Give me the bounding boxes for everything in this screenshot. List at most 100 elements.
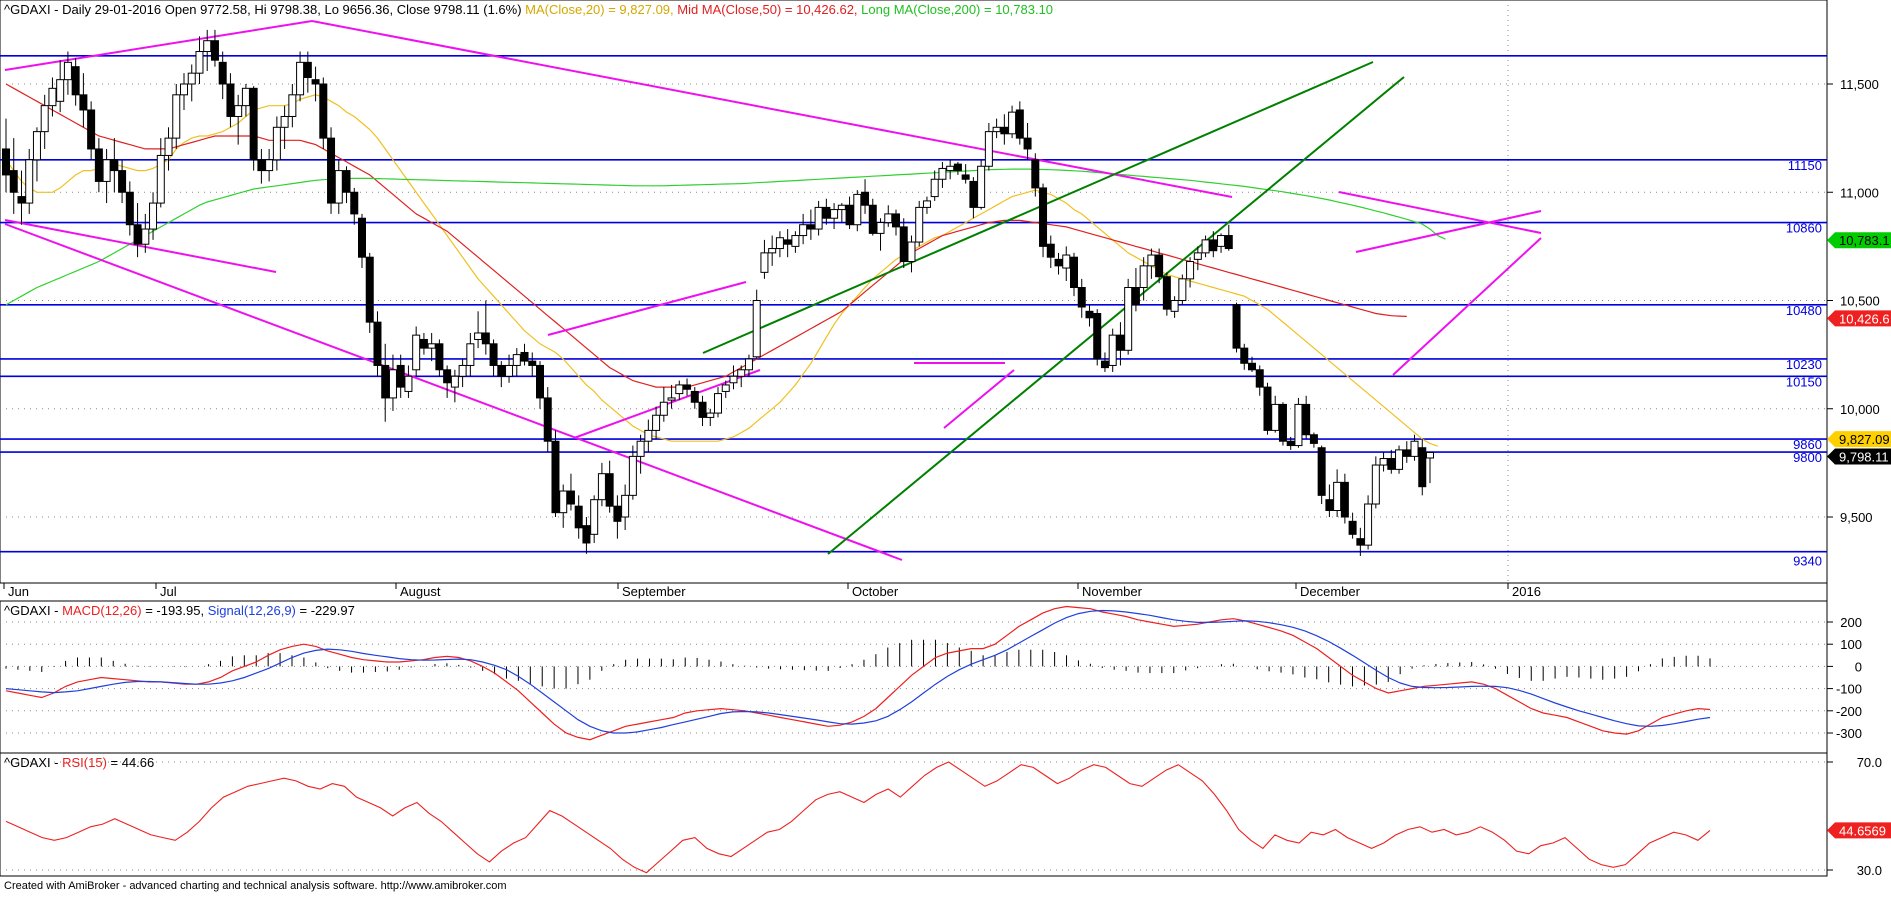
rsi-tick-label: 70.0 xyxy=(1857,755,1882,770)
candle-body xyxy=(1224,235,1233,250)
candle-body xyxy=(837,204,846,211)
level-label: 9800 xyxy=(1793,450,1822,465)
candle-body xyxy=(1108,334,1117,366)
date-tick-label: September xyxy=(622,584,686,599)
candle-body xyxy=(1294,403,1303,447)
header-ma200: Long MA(Close,200) = 10,783.10 xyxy=(858,2,1054,17)
candle-body xyxy=(590,499,599,535)
candle-body xyxy=(1039,187,1048,247)
value-badge: 10,426.6 xyxy=(1827,310,1891,327)
candle-body xyxy=(79,94,88,111)
candle-body xyxy=(582,525,591,544)
candle-body xyxy=(156,154,165,204)
ma-line xyxy=(5,83,1407,388)
candle-body xyxy=(884,213,893,224)
candle-body xyxy=(1139,265,1148,289)
candle-body xyxy=(1015,109,1024,139)
candle-body xyxy=(930,178,939,198)
channel-line[interactable] xyxy=(1355,210,1542,253)
candle-body xyxy=(690,390,699,403)
candle-body xyxy=(1054,258,1063,267)
candle-body xyxy=(574,505,583,529)
candle-body xyxy=(1100,360,1109,369)
candle-body xyxy=(141,228,150,245)
candle-body xyxy=(1031,159,1040,189)
moving-averages xyxy=(5,83,1446,447)
macd-tick-label: 0 xyxy=(1855,659,1862,674)
candle-body xyxy=(1077,287,1086,308)
candle-body xyxy=(164,137,173,156)
candle-body xyxy=(783,239,792,245)
candle-body xyxy=(551,440,560,514)
candle-body xyxy=(520,351,529,362)
candle-body xyxy=(892,213,900,228)
price-tick-label: 10,500 xyxy=(1840,294,1880,309)
channel-line[interactable] xyxy=(1338,191,1542,234)
candle-body xyxy=(566,490,575,505)
trend-line[interactable] xyxy=(702,61,1374,354)
candle-body xyxy=(365,256,374,323)
candle-body xyxy=(71,66,80,96)
channel-line[interactable] xyxy=(547,281,747,336)
channel-line[interactable] xyxy=(1392,237,1542,376)
candle-body xyxy=(946,165,955,172)
candle-body xyxy=(87,109,96,150)
channel-line[interactable] xyxy=(4,20,313,71)
macd-lines xyxy=(5,605,1711,741)
value-badge-label: 44.6569 xyxy=(1839,823,1886,838)
macd-grid: 200 100 0 -100 -200 -300 xyxy=(0,615,1862,741)
candle-body xyxy=(474,332,483,340)
candle-body xyxy=(327,137,336,204)
candle-body xyxy=(342,170,351,193)
value-badge: 44.6569 xyxy=(1827,822,1891,839)
channel-line[interactable] xyxy=(943,369,1015,429)
value-badge-label: 10,783.1 xyxy=(1839,233,1890,248)
candle-body xyxy=(775,237,784,250)
candle-body xyxy=(505,364,514,377)
candle-body xyxy=(1201,239,1210,254)
candle-body xyxy=(1255,369,1264,388)
value-badge-label: 9,827.09 xyxy=(1839,432,1890,447)
candle-body xyxy=(667,397,676,401)
candle-body xyxy=(404,375,413,392)
level-label: 10860 xyxy=(1786,221,1822,236)
trend-line[interactable] xyxy=(827,76,1405,555)
candle-body xyxy=(1046,243,1055,258)
candle-body xyxy=(969,180,978,208)
macd-series-line xyxy=(5,609,1711,734)
date-tick-label: Jun xyxy=(8,584,29,599)
candle-body xyxy=(915,206,924,243)
candle-body xyxy=(605,473,614,507)
candle-body xyxy=(172,94,181,139)
candle-body xyxy=(721,384,730,392)
candle-body xyxy=(961,174,970,180)
channel-line[interactable] xyxy=(4,223,903,561)
candle-body xyxy=(234,105,243,117)
date-tick-label: Jul xyxy=(160,584,177,599)
rsi-title-value: = 44.66 xyxy=(107,755,154,770)
candle-body xyxy=(180,83,188,96)
candle-body xyxy=(1209,239,1218,252)
candle-body xyxy=(187,72,196,85)
channel-line[interactable] xyxy=(4,219,277,273)
candle-body xyxy=(1356,538,1365,546)
candle-body xyxy=(876,222,885,234)
header-info: - Daily 29-01-2016 Open 9772.58, Hi 9798… xyxy=(51,2,526,17)
level-label: 11150 xyxy=(1788,158,1822,173)
candle-body xyxy=(241,87,250,107)
trendline-drawings[interactable] xyxy=(4,20,1542,561)
candle-body xyxy=(768,248,777,254)
candle-body xyxy=(2,148,10,176)
candle-body xyxy=(512,354,521,366)
candle-body xyxy=(922,200,931,208)
rsi-header: ^GDAXI - RSI(15) = 44.66 xyxy=(4,755,154,770)
price-tick-label: 9,500 xyxy=(1840,510,1873,525)
candle-body xyxy=(358,217,366,258)
candle-body xyxy=(102,159,111,182)
candle-body xyxy=(481,332,490,345)
candle-body xyxy=(427,343,436,349)
candle-body xyxy=(1333,481,1342,512)
candle-body xyxy=(125,191,134,226)
channel-line[interactable] xyxy=(311,20,1233,198)
